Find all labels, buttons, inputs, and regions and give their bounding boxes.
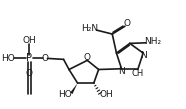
Text: N: N — [118, 67, 125, 76]
Text: O: O — [26, 68, 33, 77]
Text: HO: HO — [1, 54, 15, 63]
Text: OH: OH — [100, 90, 114, 99]
Text: O: O — [84, 53, 91, 62]
Text: O: O — [41, 54, 49, 63]
Text: H₂N: H₂N — [81, 24, 98, 33]
Text: OH: OH — [23, 36, 36, 45]
Text: O: O — [124, 19, 131, 28]
Polygon shape — [70, 83, 78, 94]
Text: HO: HO — [58, 90, 71, 99]
Text: NH₂: NH₂ — [145, 37, 162, 46]
Text: CH: CH — [132, 69, 144, 77]
Text: P: P — [26, 53, 33, 63]
Text: N: N — [140, 51, 147, 60]
